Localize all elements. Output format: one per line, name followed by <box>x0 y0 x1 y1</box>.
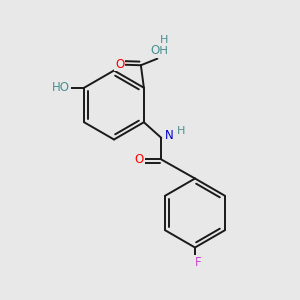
Text: O: O <box>115 58 124 70</box>
Text: HO: HO <box>52 81 70 94</box>
Text: O: O <box>135 153 144 166</box>
Text: OH: OH <box>150 44 168 57</box>
Text: N: N <box>165 129 174 142</box>
Text: F: F <box>195 256 202 269</box>
Text: H: H <box>160 35 168 45</box>
Text: H: H <box>177 126 185 136</box>
